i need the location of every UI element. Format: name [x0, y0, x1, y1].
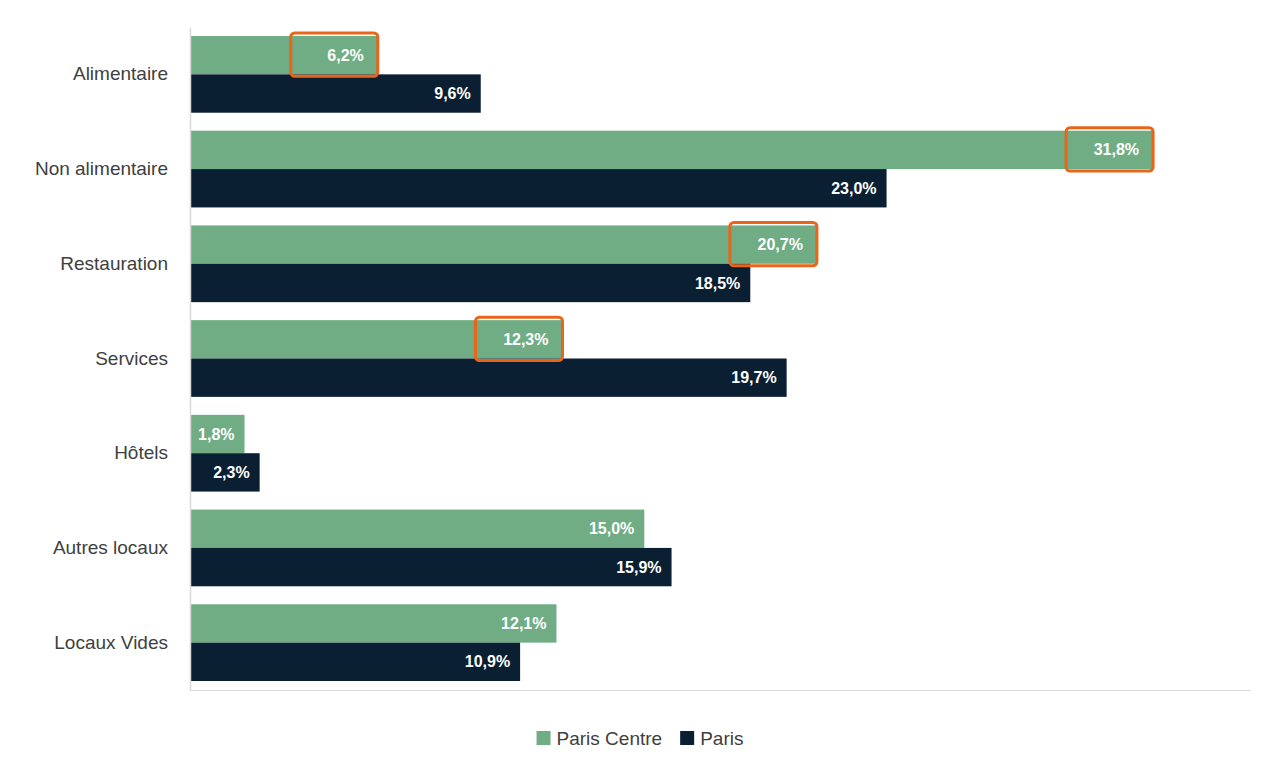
y-tick: Alimentaire — [73, 63, 168, 84]
category-label: Alimentaire — [73, 63, 168, 84]
category-label: Hôtels — [114, 442, 168, 463]
bar — [190, 548, 672, 586]
data-label: 12,1% — [501, 615, 546, 632]
bar — [190, 74, 481, 112]
bar — [190, 320, 563, 358]
bar — [190, 36, 378, 74]
bar — [190, 510, 644, 548]
y-axis: Alimentaire Non alimentaire Restauration Se… — [35, 28, 191, 691]
bar — [190, 643, 520, 681]
legend-swatch — [680, 731, 694, 745]
category-label: Locaux Vides — [54, 632, 168, 653]
legend-swatch — [537, 731, 551, 745]
data-label: 15,0% — [589, 520, 634, 537]
bar — [190, 604, 556, 642]
bar — [190, 453, 260, 491]
data-label: 23,0% — [831, 180, 876, 197]
data-label: 18,5% — [695, 275, 740, 292]
y-axis-line — [190, 28, 192, 691]
bar — [190, 169, 887, 207]
data-label: 12,3% — [503, 331, 548, 348]
x-axis-line — [191, 690, 1251, 691]
x-axis — [191, 690, 1251, 691]
data-label: 6,2% — [327, 47, 363, 64]
highlight-box — [730, 222, 817, 265]
y-tick: Non alimentaire — [35, 158, 168, 179]
legend-label: Paris — [700, 728, 743, 749]
data-label: 10,9% — [465, 653, 510, 670]
highlight-box — [476, 317, 563, 360]
highlight-box — [1066, 128, 1153, 171]
bar — [190, 415, 245, 453]
category-label: Services — [95, 348, 168, 369]
bar — [190, 225, 817, 263]
category-label: Autres locaux — [53, 537, 169, 558]
category-label: Restauration — [60, 253, 168, 274]
y-tick: Services — [95, 348, 168, 369]
bar — [190, 359, 787, 397]
chart: Alimentaire Non alimentaire Restauration Se… — [0, 0, 1280, 776]
y-tick: Restauration — [60, 253, 168, 274]
data-label: 31,8% — [1094, 141, 1139, 158]
data-label: 15,9% — [616, 559, 661, 576]
y-tick: Locaux Vides — [54, 632, 168, 653]
bar — [190, 131, 1153, 169]
data-label: 20,7% — [758, 236, 803, 253]
legend-label: Paris Centre — [557, 728, 663, 749]
bar — [190, 264, 750, 302]
data-label: 2,3% — [213, 464, 249, 481]
legend: Paris Centre Paris — [537, 728, 744, 749]
data-label: 1,8% — [198, 426, 234, 443]
data-label: 9,6% — [434, 85, 470, 102]
y-tick: Autres locaux — [53, 537, 169, 558]
highlight-box — [291, 33, 378, 76]
legend-item: Paris — [680, 728, 743, 749]
y-tick: Hôtels — [114, 442, 168, 463]
data-label: 19,7% — [731, 369, 776, 386]
bars — [190, 36, 1153, 681]
category-label: Non alimentaire — [35, 158, 168, 179]
legend-item: Paris Centre — [537, 728, 663, 749]
data-labels: 6,2% 31,8% 20,7% 12,3% 1,8% 15,0% 12,1% 9,6% 23,… — [198, 33, 1153, 670]
